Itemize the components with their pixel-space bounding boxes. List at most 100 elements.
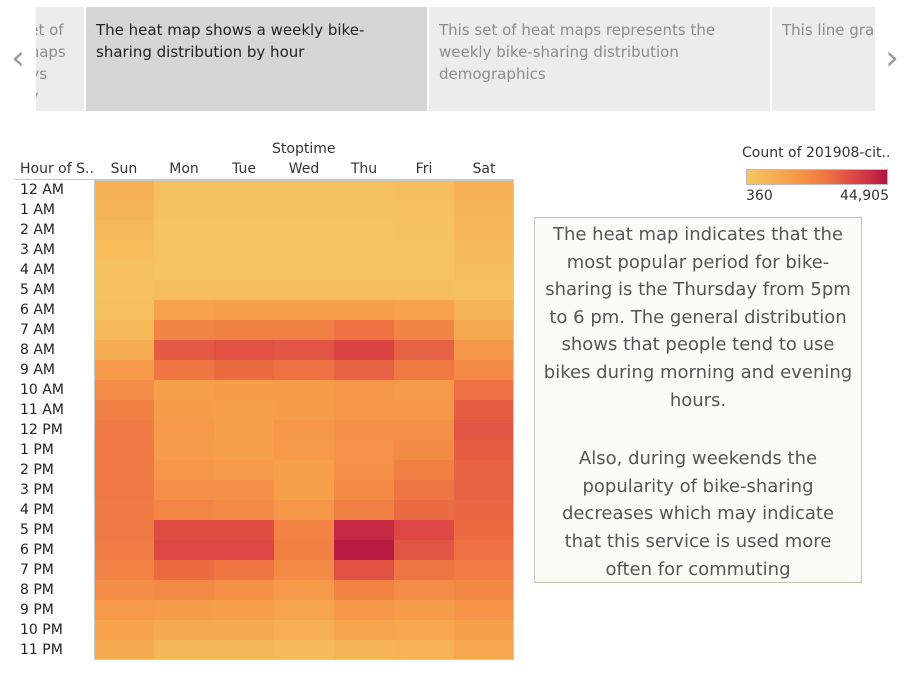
heatmap-cell-mon-5pm[interactable] <box>154 520 214 540</box>
heatmap-cell-sun-6am[interactable] <box>94 300 154 320</box>
heatmap-cell-thu-3am[interactable] <box>334 240 394 260</box>
heatmap-cell-sun-3am[interactable] <box>94 240 154 260</box>
previous-arrow-icon[interactable]: ‹ <box>11 38 25 78</box>
heatmap-cell-sat-7pm[interactable] <box>454 560 514 580</box>
heatmap-cell-mon-9am[interactable] <box>154 360 214 380</box>
heatmap-cell-fri-10pm[interactable] <box>394 620 454 640</box>
heatmap-cell-thu-5am[interactable] <box>334 280 394 300</box>
heatmap-cell-thu-4am[interactable] <box>334 260 394 280</box>
heatmap-cell-sun-5am[interactable] <box>94 280 154 300</box>
heatmap-cell-fri-12pm[interactable] <box>394 420 454 440</box>
heatmap-cell-thu-8pm[interactable] <box>334 580 394 600</box>
heatmap-cell-tue-5am[interactable] <box>214 280 274 300</box>
heatmap-cell-mon-2pm[interactable] <box>154 460 214 480</box>
heatmap-cell-sun-2am[interactable] <box>94 220 154 240</box>
heatmap-cell-sat-1am[interactable] <box>454 200 514 220</box>
heatmap-cell-mon-7pm[interactable] <box>154 560 214 580</box>
heatmap-cell-sat-10pm[interactable] <box>454 620 514 640</box>
heatmap-cell-sat-6pm[interactable] <box>454 540 514 560</box>
heatmap-cell-fri-8am[interactable] <box>394 340 454 360</box>
next-arrow-icon[interactable]: › <box>885 38 899 78</box>
heatmap-cell-fri-7am[interactable] <box>394 320 454 340</box>
heatmap-cell-fri-1pm[interactable] <box>394 440 454 460</box>
heatmap-cell-mon-10am[interactable] <box>154 380 214 400</box>
heatmap-cell-mon-12pm[interactable] <box>154 420 214 440</box>
heatmap-cell-mon-8am[interactable] <box>154 340 214 360</box>
heatmap-cell-wed-1pm[interactable] <box>274 440 334 460</box>
heatmap-cell-mon-1am[interactable] <box>154 200 214 220</box>
heatmap-cell-wed-11pm[interactable] <box>274 640 334 660</box>
heatmap-cell-sun-4pm[interactable] <box>94 500 154 520</box>
story-point-trips-per-hour[interactable]: This set of heat maps displays weekly tr… <box>36 7 84 111</box>
heatmap-cell-mon-12am[interactable] <box>154 180 214 200</box>
heatmap-cell-sat-11pm[interactable] <box>454 640 514 660</box>
heatmap-cell-wed-9pm[interactable] <box>274 600 334 620</box>
heatmap-cell-sat-1pm[interactable] <box>454 440 514 460</box>
heatmap-cell-sun-8pm[interactable] <box>94 580 154 600</box>
heatmap-cell-sat-5am[interactable] <box>454 280 514 300</box>
heatmap-cell-wed-4pm[interactable] <box>274 500 334 520</box>
heatmap-cell-sun-3pm[interactable] <box>94 480 154 500</box>
heatmap-cell-thu-4pm[interactable] <box>334 500 394 520</box>
heatmap-cell-fri-6am[interactable] <box>394 300 454 320</box>
story-point-line-graph[interactable]: This line graph helps determine the time… <box>772 7 875 111</box>
heatmap-cell-wed-2am[interactable] <box>274 220 334 240</box>
heatmap-cell-sat-10am[interactable] <box>454 380 514 400</box>
heatmap-cell-thu-5pm[interactable] <box>334 520 394 540</box>
heatmap-cell-sat-2am[interactable] <box>454 220 514 240</box>
heatmap-cell-tue-10pm[interactable] <box>214 620 274 640</box>
heatmap-cell-wed-1am[interactable] <box>274 200 334 220</box>
heatmap-cell-wed-8pm[interactable] <box>274 580 334 600</box>
heatmap-cell-tue-3pm[interactable] <box>214 480 274 500</box>
heatmap-cell-fri-2am[interactable] <box>394 220 454 240</box>
heatmap-cell-sun-9am[interactable] <box>94 360 154 380</box>
heatmap-cell-tue-2pm[interactable] <box>214 460 274 480</box>
heatmap-cell-fri-4am[interactable] <box>394 260 454 280</box>
heatmap-cell-sat-12am[interactable] <box>454 180 514 200</box>
heatmap-cell-wed-12am[interactable] <box>274 180 334 200</box>
story-point-demographics[interactable]: This set of heat maps represents the wee… <box>429 7 770 111</box>
heatmap-cell-thu-3pm[interactable] <box>334 480 394 500</box>
heatmap-cell-mon-3am[interactable] <box>154 240 214 260</box>
heatmap-cell-mon-9pm[interactable] <box>154 600 214 620</box>
heatmap-cell-tue-9pm[interactable] <box>214 600 274 620</box>
heatmap-cell-sun-4am[interactable] <box>94 260 154 280</box>
heatmap-cell-thu-12am[interactable] <box>334 180 394 200</box>
heatmap-cell-thu-1pm[interactable] <box>334 440 394 460</box>
heatmap-cell-sat-4pm[interactable] <box>454 500 514 520</box>
heatmap-cell-wed-9am[interactable] <box>274 360 334 380</box>
heatmap-cell-mon-6am[interactable] <box>154 300 214 320</box>
heatmap-cell-thu-10am[interactable] <box>334 380 394 400</box>
heatmap-cell-sun-1am[interactable] <box>94 200 154 220</box>
heatmap-cell-sat-4am[interactable] <box>454 260 514 280</box>
heatmap-cell-sat-6am[interactable] <box>454 300 514 320</box>
heatmap-cell-tue-1am[interactable] <box>214 200 274 220</box>
heatmap-cell-mon-1pm[interactable] <box>154 440 214 460</box>
heatmap-cell-wed-5pm[interactable] <box>274 520 334 540</box>
heatmap-cell-sat-5pm[interactable] <box>454 520 514 540</box>
heatmap-cell-fri-9am[interactable] <box>394 360 454 380</box>
heatmap-cell-sat-3am[interactable] <box>454 240 514 260</box>
heatmap-cell-mon-7am[interactable] <box>154 320 214 340</box>
heatmap-cell-tue-10am[interactable] <box>214 380 274 400</box>
heatmap-cell-fri-8pm[interactable] <box>394 580 454 600</box>
heatmap-cell-sun-12pm[interactable] <box>94 420 154 440</box>
heatmap-cell-wed-7pm[interactable] <box>274 560 334 580</box>
heatmap-cell-sat-12pm[interactable] <box>454 420 514 440</box>
heatmap-cell-tue-8pm[interactable] <box>214 580 274 600</box>
heatmap-cell-wed-7am[interactable] <box>274 320 334 340</box>
heatmap-cell-sun-10am[interactable] <box>94 380 154 400</box>
heatmap-cell-thu-7am[interactable] <box>334 320 394 340</box>
heatmap-cell-thu-6am[interactable] <box>334 300 394 320</box>
heatmap-cell-sat-8pm[interactable] <box>454 580 514 600</box>
heatmap-cell-fri-10am[interactable] <box>394 380 454 400</box>
heatmap-cell-sat-11am[interactable] <box>454 400 514 420</box>
heatmap-cell-sun-1pm[interactable] <box>94 440 154 460</box>
heatmap-cell-fri-7pm[interactable] <box>394 560 454 580</box>
heatmap-cell-thu-11pm[interactable] <box>334 640 394 660</box>
heatmap-cell-fri-3pm[interactable] <box>394 480 454 500</box>
heatmap-cell-sun-7am[interactable] <box>94 320 154 340</box>
heatmap-cell-sat-9am[interactable] <box>454 360 514 380</box>
heatmap-cell-tue-11am[interactable] <box>214 400 274 420</box>
heatmap-cell-fri-5am[interactable] <box>394 280 454 300</box>
